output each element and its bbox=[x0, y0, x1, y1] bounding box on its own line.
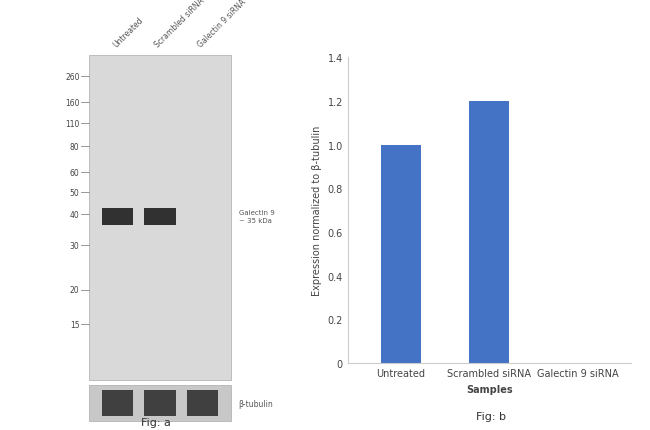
Text: 20: 20 bbox=[70, 286, 79, 295]
Bar bbox=[381, 145, 421, 363]
Text: 260: 260 bbox=[65, 73, 79, 82]
Text: 40: 40 bbox=[70, 211, 79, 219]
Text: 60: 60 bbox=[70, 168, 79, 177]
Text: 160: 160 bbox=[65, 98, 79, 108]
Text: β-tubulin: β-tubulin bbox=[239, 399, 274, 408]
Text: 15: 15 bbox=[70, 320, 79, 329]
Bar bbox=[144, 390, 176, 416]
Bar bbox=[144, 208, 176, 225]
Bar bbox=[187, 390, 218, 416]
Bar bbox=[101, 390, 133, 416]
Text: 110: 110 bbox=[65, 120, 79, 129]
Text: Fig: a: Fig: a bbox=[141, 417, 171, 427]
Text: Untreated: Untreated bbox=[111, 16, 144, 49]
Text: 80: 80 bbox=[70, 142, 79, 151]
Text: 30: 30 bbox=[70, 241, 79, 250]
Text: 50: 50 bbox=[70, 188, 79, 197]
Text: Galectin 9
~ 35 kDa: Galectin 9 ~ 35 kDa bbox=[239, 209, 274, 224]
Bar bbox=[89, 56, 231, 381]
Y-axis label: Expression normalized to β-tubulin: Expression normalized to β-tubulin bbox=[312, 126, 322, 296]
Text: Fig: b: Fig: b bbox=[476, 411, 506, 421]
Bar bbox=[89, 385, 231, 421]
X-axis label: Samples: Samples bbox=[466, 384, 512, 394]
Text: Galectin 9 siRNA: Galectin 9 siRNA bbox=[196, 0, 248, 49]
Bar bbox=[469, 101, 509, 363]
Text: Scrambled siRNA: Scrambled siRNA bbox=[153, 0, 207, 49]
Bar bbox=[101, 208, 133, 225]
